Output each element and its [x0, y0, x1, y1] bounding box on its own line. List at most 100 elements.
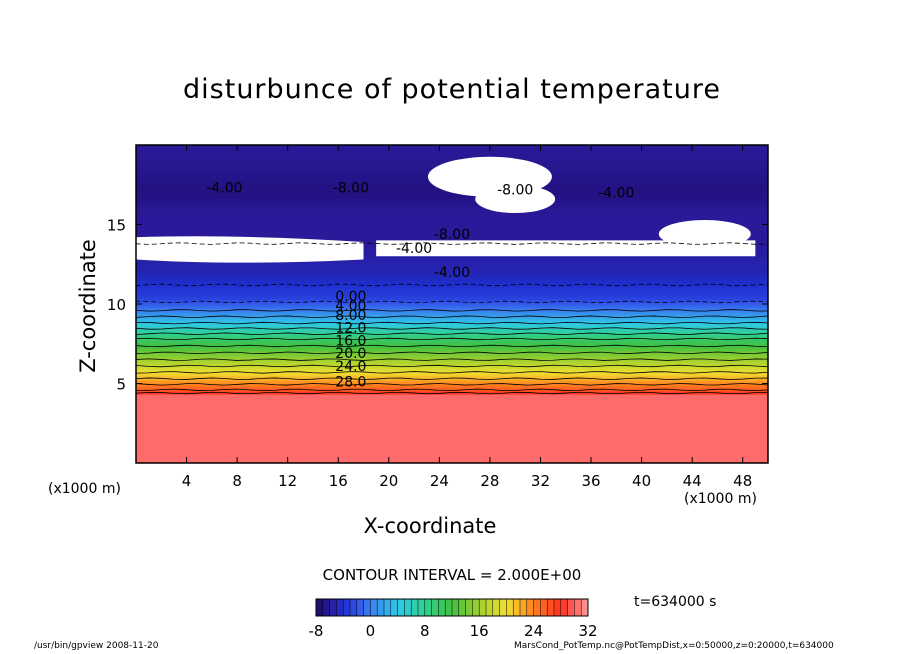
x-unit-left: (x1000 m) [48, 481, 121, 497]
contour-line [136, 391, 768, 395]
field-band [136, 290, 768, 294]
field-band [136, 297, 768, 300]
field-band [136, 333, 768, 337]
colorbar-swatch [560, 599, 569, 616]
colorbar-tick-label: 8 [420, 622, 430, 640]
field-band [136, 230, 768, 233]
colorbar-swatch [350, 599, 358, 616]
field-band [136, 282, 768, 286]
x-tick-label: 40 [632, 472, 651, 490]
x-tick-label: 8 [232, 472, 242, 490]
contour-line [136, 364, 768, 368]
contour-labels: -8.00 -4.00-8.00-8.00-4.00-4.000.004.008.… [206, 181, 634, 391]
contour-label: 0.00 [335, 289, 366, 305]
x-tick-label: 16 [329, 472, 348, 490]
colorbar-swatch [472, 599, 480, 616]
contour-line [136, 358, 768, 361]
field-band [136, 300, 768, 303]
contour-line [136, 377, 768, 380]
y-tick-label: 10 [107, 296, 126, 314]
field-band [136, 198, 768, 202]
field-band [136, 360, 768, 364]
colorbar-swatch [479, 599, 487, 616]
field-band [136, 284, 768, 288]
contour-label: -4.00 [206, 181, 242, 197]
field-band [136, 330, 768, 334]
field-band [136, 268, 768, 272]
field-band [136, 328, 768, 332]
contour-label: 28.0 [335, 375, 366, 391]
field-band [136, 211, 768, 214]
colorbar-swatch [322, 599, 331, 616]
below-range-patch [136, 236, 364, 263]
field-band [136, 279, 768, 283]
colorbar-swatch [363, 599, 371, 616]
colorbar-tick-label: 16 [470, 622, 489, 640]
field-band [136, 266, 768, 270]
colorbar-swatch [336, 599, 344, 616]
colorbar-swatch [384, 599, 392, 616]
x-tick-label: 4 [182, 472, 192, 490]
chart-title: disturbunce of potential temperature [183, 74, 721, 105]
field-band [136, 381, 768, 384]
field-band [136, 209, 768, 213]
colorbar-swatch [316, 599, 324, 616]
time-label: t=634000 s [634, 594, 717, 610]
x-tick-label: 32 [531, 472, 550, 490]
colorbar-swatch [554, 599, 562, 616]
field-band [136, 335, 768, 338]
colorbar-swatch [458, 599, 467, 616]
field-band [136, 359, 768, 362]
x-tick-label: 44 [683, 472, 702, 490]
field-band [136, 228, 768, 232]
field-band [136, 368, 768, 372]
field-band [136, 220, 768, 224]
contour-label: -4.00 [396, 241, 432, 257]
field-band [136, 271, 768, 275]
field-band [136, 265, 768, 268]
field-band [136, 286, 768, 289]
colorbar-swatch [424, 599, 433, 616]
colorbar-swatch [438, 599, 446, 616]
contour-line [136, 388, 768, 392]
colorbar-swatch [431, 599, 439, 616]
contour-label: -8.00 [333, 181, 369, 197]
heatmap-field [136, 145, 768, 463]
field-band [136, 154, 768, 157]
field-band [136, 338, 768, 342]
field-band [136, 349, 768, 353]
field-band [136, 224, 768, 227]
field-band [136, 193, 768, 197]
field-band [136, 203, 768, 206]
contour-interval: CONTOUR INTERVAL = 2.000E+00 [322, 566, 582, 584]
field-band [136, 146, 768, 149]
field-band [136, 258, 768, 262]
field-band [136, 332, 768, 335]
colorbar-frame [315, 598, 589, 617]
field-band [136, 298, 768, 302]
field-band [136, 276, 768, 280]
field-band [136, 354, 768, 357]
field-band [136, 273, 768, 276]
below-range-patch [376, 240, 756, 257]
colorbar-tick-label: -8 [309, 622, 324, 640]
contour-line [136, 351, 768, 355]
colorbar-swatch [329, 599, 337, 616]
contour-label: -8.00 [434, 227, 470, 243]
field-band [136, 238, 768, 241]
colorbar-swatch [445, 599, 453, 616]
contour-line [136, 337, 768, 341]
field-band [136, 270, 768, 273]
field-band [136, 219, 768, 222]
field-band [136, 204, 768, 208]
field-band [136, 263, 768, 267]
colorbar: -8 0 8 16 24 32 [309, 598, 598, 640]
field-band [136, 216, 768, 219]
contour-line [136, 332, 768, 335]
field-band [136, 308, 768, 311]
x-tick-label: 36 [581, 472, 600, 490]
below-range-patch [658, 220, 751, 249]
field-band [136, 322, 768, 326]
